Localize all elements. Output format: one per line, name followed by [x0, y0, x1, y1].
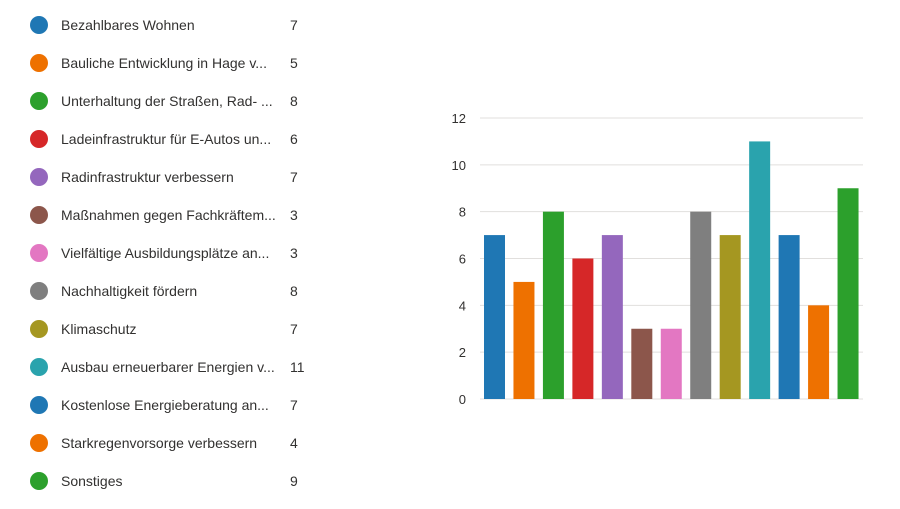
legend-label: Sonstiges: [61, 473, 123, 489]
bar[interactable]: [808, 305, 830, 399]
legend-item[interactable]: Maßnahmen gegen Fachkräftem... 3: [30, 196, 330, 234]
legend-item[interactable]: Ladeinfrastruktur für E-Autos un... 6: [30, 120, 330, 158]
legend-swatch-icon: [30, 358, 48, 376]
legend-swatch-icon: [30, 472, 48, 490]
legend-swatch-icon: [30, 434, 48, 452]
legend-item[interactable]: Klimaschutz 7: [30, 310, 330, 348]
y-tick-label: 8: [459, 205, 466, 220]
legend-label: Klimaschutz: [61, 321, 137, 337]
legend-value: 9: [290, 473, 298, 489]
bar[interactable]: [631, 328, 653, 399]
legend-swatch-icon: [30, 320, 48, 338]
legend-value: 4: [290, 435, 298, 451]
legend-swatch-icon: [30, 92, 48, 110]
legend-item[interactable]: Radinfrastruktur verbessern 7: [30, 158, 330, 196]
legend-label: Starkregenvorsorge verbessern: [61, 435, 258, 451]
legend-item[interactable]: Vielfältige Ausbildungsplätze an... 3: [30, 234, 330, 272]
legend-item[interactable]: Ausbau erneuerbarer Energien v... 11: [30, 348, 330, 386]
legend-value: 6: [290, 131, 298, 147]
legend-swatch-icon: [30, 16, 48, 34]
legend-value: 11: [290, 359, 305, 375]
bar[interactable]: [778, 235, 800, 399]
legend-label: Unterhaltung der Straßen, Rad- ...: [61, 93, 273, 109]
legend-label: Ladeinfrastruktur für E-Autos un...: [61, 131, 272, 147]
y-tick-label: 12: [452, 111, 466, 126]
bar[interactable]: [837, 188, 859, 399]
bar[interactable]: [513, 281, 535, 399]
legend-value: 3: [290, 245, 298, 261]
legend-value: 5: [290, 55, 298, 71]
legend-swatch-icon: [30, 130, 48, 148]
legend-swatch-icon: [30, 282, 48, 300]
y-tick-label: 10: [452, 158, 466, 173]
legend-item[interactable]: Bauliche Entwicklung in Hage v... 5: [30, 44, 330, 82]
bar[interactable]: [601, 235, 623, 399]
y-tick-label: 2: [459, 345, 466, 360]
bar[interactable]: [484, 235, 505, 399]
legend-item[interactable]: Unterhaltung der Straßen, Rad- ... 8: [30, 82, 330, 120]
legend-item[interactable]: Kostenlose Energieberatung an... 7: [30, 386, 330, 424]
legend-label: Bezahlbares Wohnen: [61, 17, 195, 33]
legend-value: 8: [290, 93, 298, 109]
legend-swatch-icon: [30, 54, 48, 72]
legend-label: Bauliche Entwicklung in Hage v...: [61, 55, 267, 71]
y-tick-label: 6: [459, 252, 466, 267]
legend-value: 7: [290, 321, 298, 337]
legend-label: Kostenlose Energieberatung an...: [61, 397, 269, 413]
legend-swatch-icon: [30, 168, 48, 186]
y-tick-label: 0: [459, 392, 466, 407]
chart-legend: Bezahlbares Wohnen 7 Bauliche Entwicklung …: [30, 6, 330, 500]
legend-label: Vielfältige Ausbildungsplätze an...: [61, 245, 270, 261]
bar[interactable]: [542, 211, 564, 399]
legend-value: 7: [290, 397, 298, 413]
legend-label: Maßnahmen gegen Fachkräftem...: [61, 207, 276, 223]
bar[interactable]: [719, 235, 741, 399]
legend-label: Ausbau erneuerbarer Energien v...: [61, 359, 275, 375]
legend-swatch-icon: [30, 206, 48, 224]
bar[interactable]: [572, 258, 594, 400]
legend-item[interactable]: Nachhaltigkeit fördern 8: [30, 272, 330, 310]
legend-swatch-icon: [30, 396, 48, 414]
legend-item[interactable]: Bezahlbares Wohnen 7: [30, 6, 330, 44]
legend-item[interactable]: Sonstiges 9: [30, 462, 330, 500]
bar[interactable]: [749, 141, 771, 399]
legend-label: Radinfrastruktur verbessern: [61, 169, 234, 185]
bar[interactable]: [690, 211, 712, 399]
bar[interactable]: [660, 328, 682, 399]
legend-label: Nachhaltigkeit fördern: [61, 283, 198, 299]
legend-value: 7: [290, 169, 298, 185]
y-tick-label: 4: [459, 298, 466, 313]
legend-swatch-icon: [30, 244, 48, 262]
legend-value: 7: [290, 17, 298, 33]
legend-value: 3: [290, 207, 298, 223]
bar-chart: 0 2 4 6 8 10 12: [452, 111, 863, 407]
legend-value: 8: [290, 283, 298, 299]
legend-item[interactable]: Starkregenvorsorge verbessern 4: [30, 424, 330, 462]
